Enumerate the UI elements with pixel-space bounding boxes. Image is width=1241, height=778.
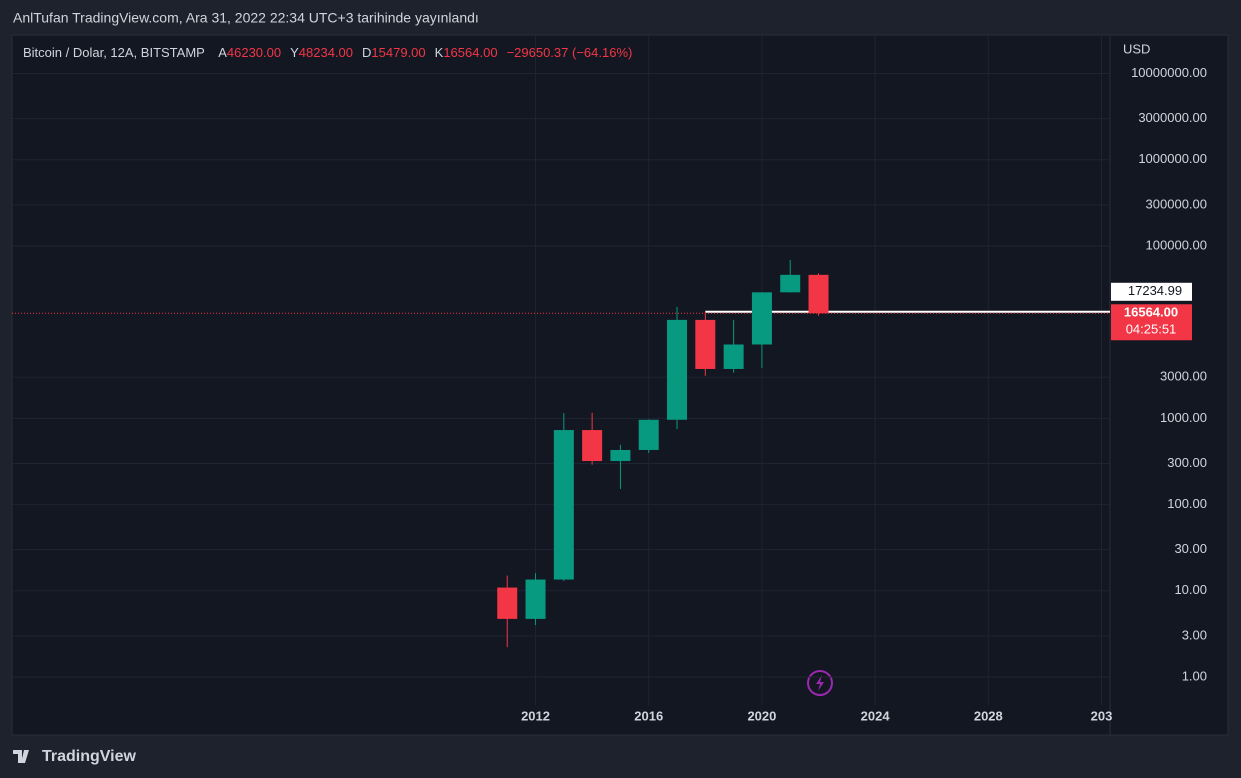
x-tick-label: 2028 [974,708,1003,723]
legend-title: Bitcoin / Dolar, 12A, BITSTAMP [23,45,205,60]
legend-value: 16564.00 [443,45,498,60]
price-label-box [1111,304,1192,341]
candle-body [667,319,688,420]
y-tick-label: 3.00 [1182,627,1207,642]
candle-body [808,274,829,314]
y-tick-label: 10000000.00 [1131,65,1207,80]
candle-body [610,449,631,462]
candle-body [582,430,603,462]
y-tick-label: 100.00 [1167,496,1207,511]
brand-logo [13,750,29,763]
legend-value: 15479.00 [371,45,426,60]
legend-change: −29650.37 (−64.16%) [506,45,633,60]
y-tick-label: 100000.00 [1146,237,1207,252]
y-tick-label: 300.00 [1167,455,1207,470]
candle-body [525,579,546,619]
legend: Bitcoin / Dolar, 12A, BITSTAMP A46230.00… [23,45,632,60]
brand-name: TradingView [42,748,137,765]
icon-circle[interactable] [807,670,833,696]
candle-body [638,419,659,450]
x-tick-label: 2016 [634,708,663,723]
y-tick-label: 30.00 [1174,541,1207,556]
legend-value: 46230.00 [226,45,282,60]
legend-value: 48234.00 [298,45,354,60]
icon-bolt[interactable] [816,675,824,691]
legend-label: A [218,45,227,60]
candle-body [780,274,801,293]
price-label: 16564.00 [1124,305,1178,320]
legend-label: Y [290,45,299,60]
x-tick-label: 2020 [747,708,776,723]
y-tick-label: 10.00 [1174,582,1207,597]
countdown-label: 04:25:51 [1126,322,1177,337]
x-tick-label: 203 [1091,708,1113,723]
legend-label: K [434,45,444,60]
y-tick-label: 3000000.00 [1138,110,1207,125]
y-tick-label: 1000000.00 [1138,151,1207,166]
y-tick-label: 1000.00 [1160,410,1207,425]
price-label: 17234.99 [1128,283,1182,298]
brand: TradingView [13,748,137,765]
y-tick-label: 3000.00 [1160,369,1207,384]
currency: USD [1123,41,1150,56]
x-tick-label: 2012 [521,708,550,723]
x-tick-label: 2024 [861,708,891,723]
y-tick-label: 1.00 [1182,668,1207,683]
price-label-box [1111,282,1192,301]
candle-body [553,430,574,580]
legend-label: D [362,45,372,60]
header: AnlTufan TradingView.com, Ara 31, 2022 2… [13,10,479,26]
y-tick-label: 300000.00 [1146,196,1207,211]
candle-body [497,587,518,619]
candle-body [695,319,716,369]
lightning-icon[interactable] [807,670,833,696]
candle-body [751,292,772,345]
chart-panel [11,34,1229,736]
candle-body [723,344,744,369]
